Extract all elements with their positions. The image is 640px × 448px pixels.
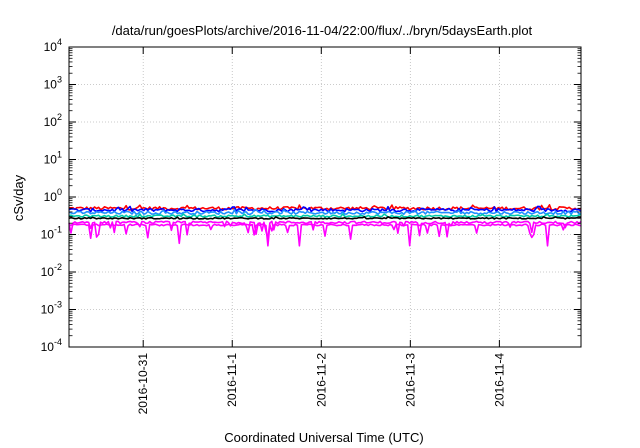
y-tick-exponent: 3 <box>57 75 62 85</box>
x-tick-label: 2016-11-3 <box>403 353 417 407</box>
y-tick-label: 104 <box>44 37 62 54</box>
series-line-2 <box>68 205 582 213</box>
y-tick-label: 10-2 <box>41 262 62 279</box>
chart-title: /data/run/goesPlots/archive/2016-11-04/2… <box>112 23 533 38</box>
series-line-6 <box>68 220 582 239</box>
x-axis-label: Coordinated Universal Time (UTC) <box>224 430 423 445</box>
y-tick-exponent: -4 <box>54 337 62 347</box>
series-line-3 <box>68 208 582 216</box>
y-axis-label: cSv/day <box>11 174 26 221</box>
y-tick-label: 10-4 <box>41 337 62 354</box>
y-tick-exponent: 4 <box>57 37 62 47</box>
grid <box>69 47 581 347</box>
y-tick-base: 10 <box>41 303 55 317</box>
y-tick-exponent: 1 <box>57 150 62 160</box>
y-tick-base: 10 <box>44 78 58 92</box>
y-tick-exponent: 2 <box>57 112 62 122</box>
y-tick-label: 10-3 <box>41 300 62 317</box>
x-axis: 2016-10-31 2016-11-1 2016-11-2 2016-11-3 201… <box>136 47 506 414</box>
y-tick-label: 100 <box>44 187 62 204</box>
x-tick-label: 2016-10-31 <box>136 353 150 415</box>
y-tick-exponent: -1 <box>54 225 62 235</box>
y-tick-base: 10 <box>44 190 58 204</box>
y-tick-base: 10 <box>41 340 55 354</box>
series-line-5 <box>68 216 582 220</box>
y-tick-label: 102 <box>44 112 62 129</box>
y-tick-base: 10 <box>41 265 55 279</box>
x-tick-label: 2016-11-2 <box>314 353 328 407</box>
y-tick-label: 103 <box>44 75 62 92</box>
y-tick-base: 10 <box>44 153 58 167</box>
y-tick-base: 10 <box>41 228 55 242</box>
x-tick-label: 2016-11-4 <box>492 353 506 407</box>
y-tick-label: 10-1 <box>41 225 62 242</box>
y-tick-exponent: 0 <box>57 187 62 197</box>
series-line-7 <box>68 223 582 247</box>
series-layer <box>68 204 582 247</box>
y-tick-label: 101 <box>44 150 62 167</box>
y-tick-exponent: -2 <box>54 262 62 272</box>
y-tick-base: 10 <box>44 115 58 129</box>
y-tick-exponent: -3 <box>54 300 62 310</box>
series-line-4 <box>68 213 582 218</box>
y-tick-base: 10 <box>44 40 58 54</box>
x-tick-label: 2016-11-1 <box>225 353 239 407</box>
